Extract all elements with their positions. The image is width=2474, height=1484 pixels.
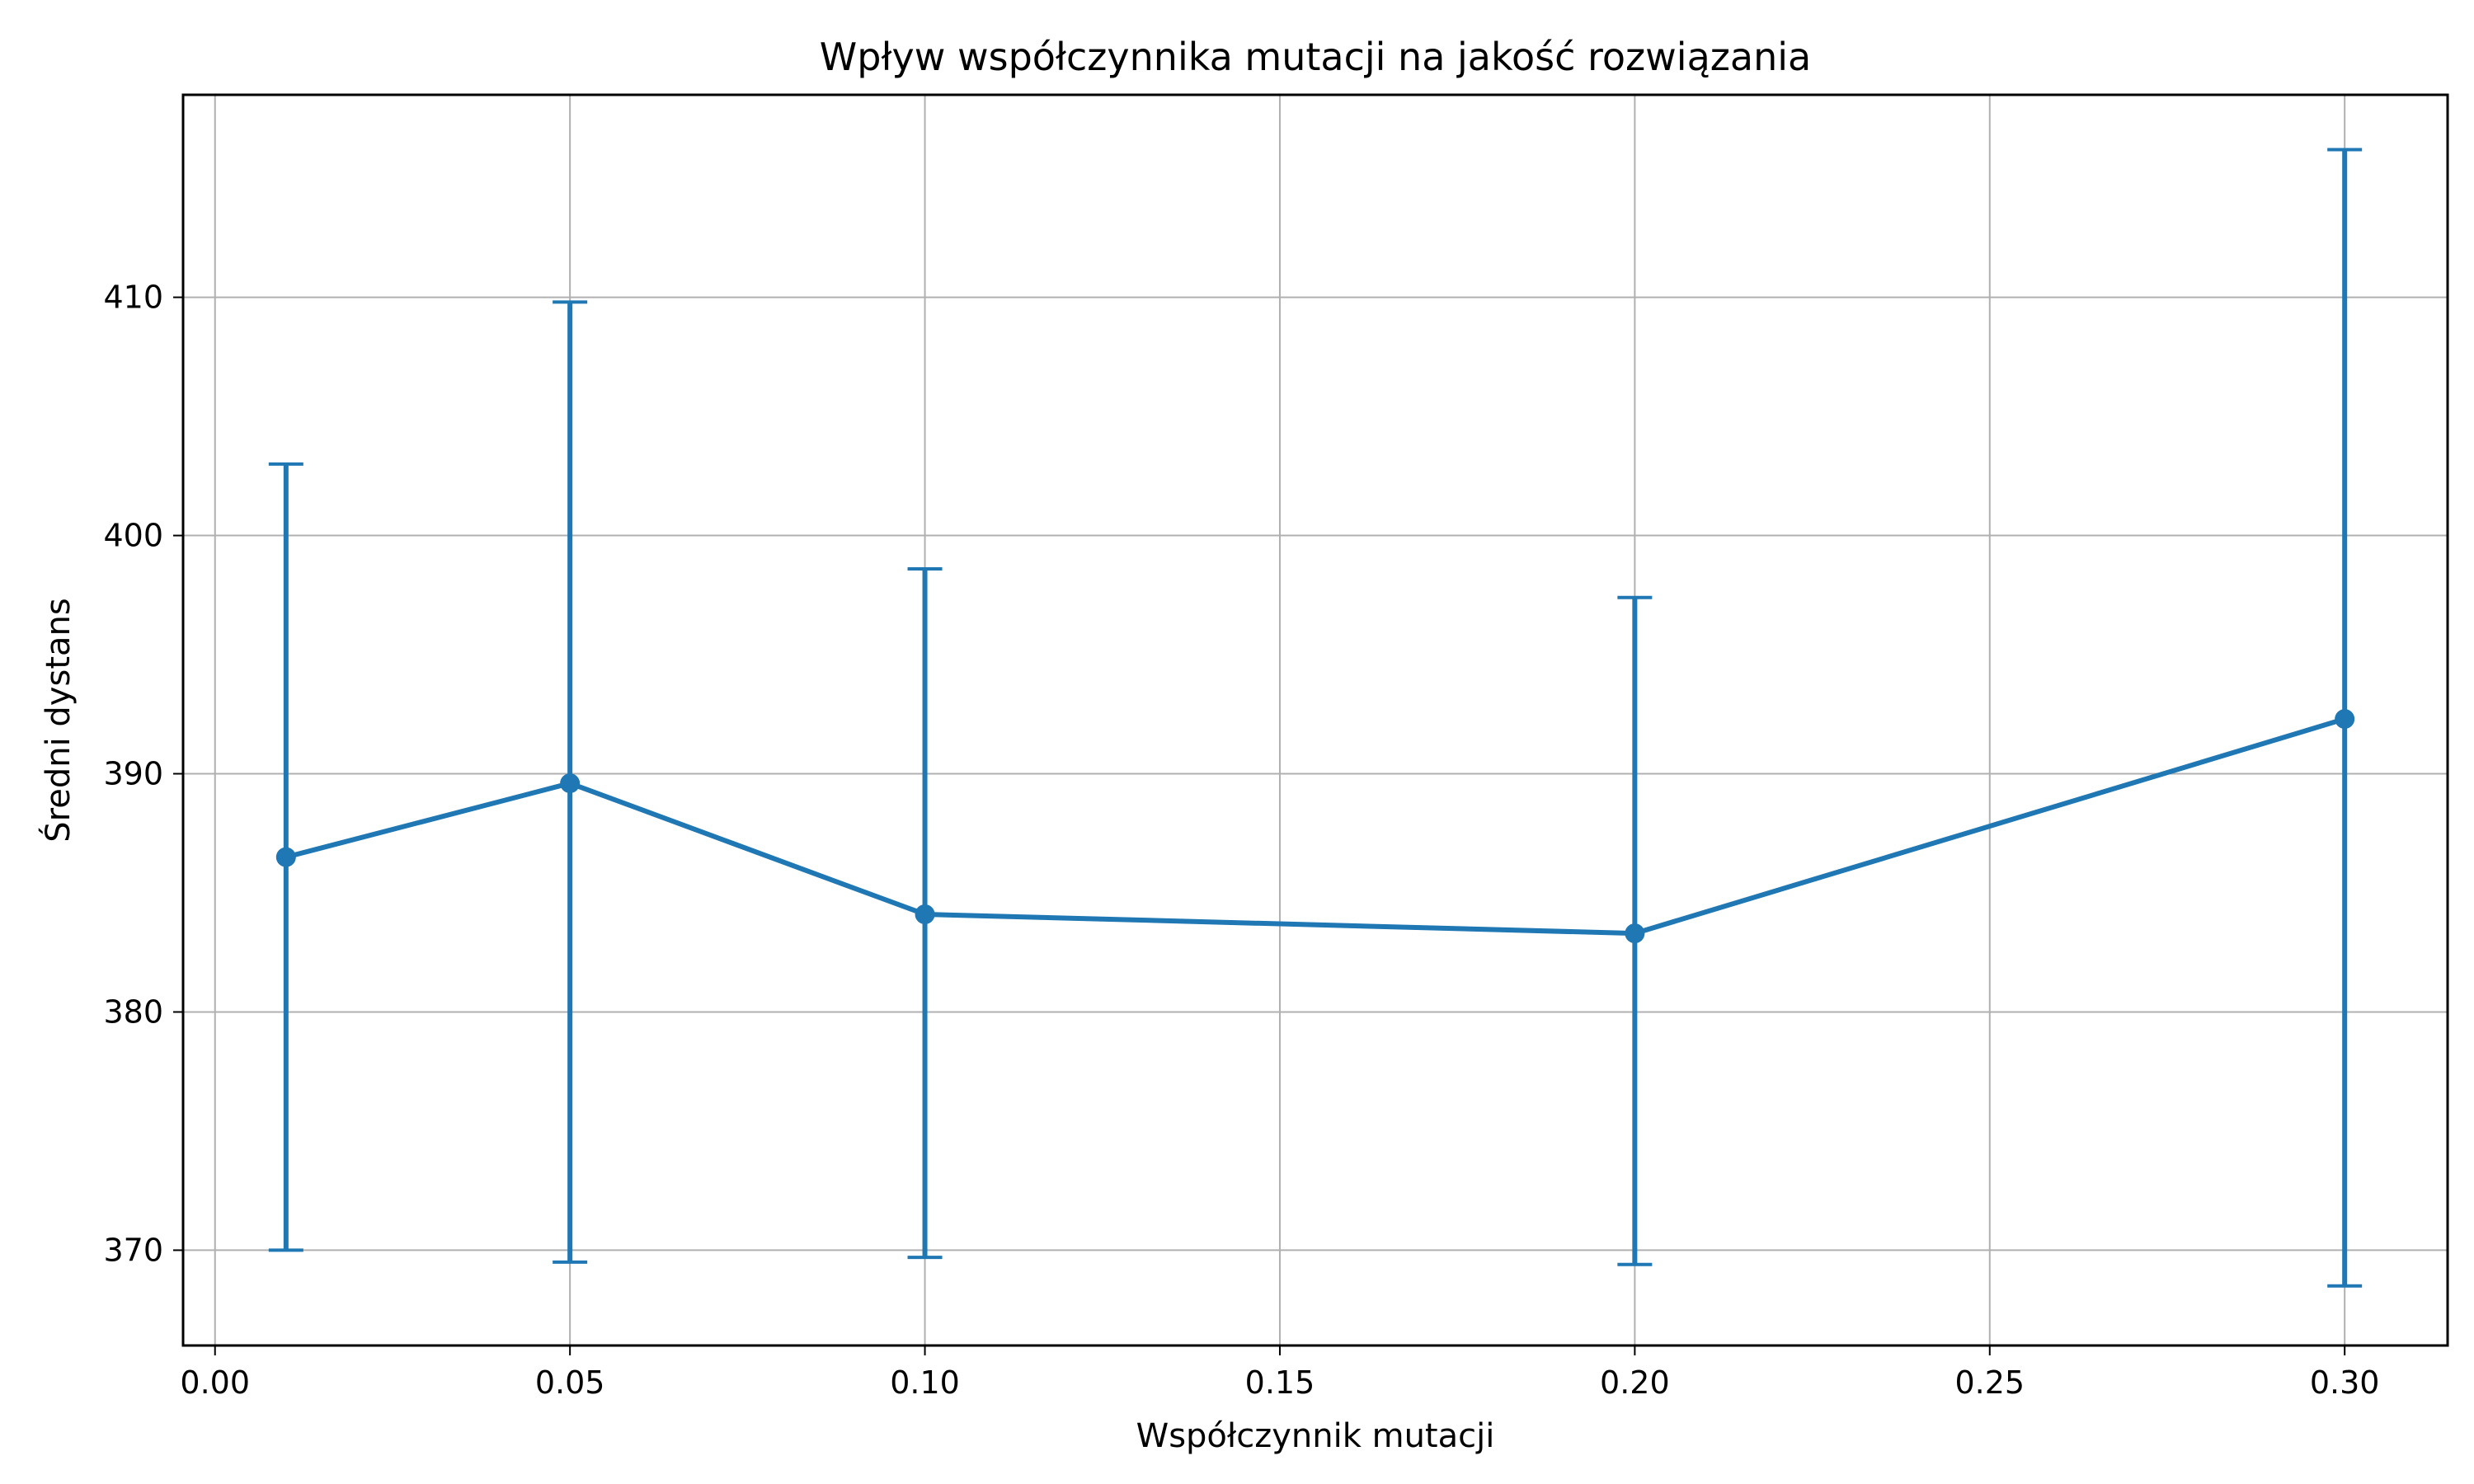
y-tick-label: 400 xyxy=(103,518,163,554)
y-tick-label: 370 xyxy=(103,1232,163,1268)
y-axis-label: Średni dystans xyxy=(38,598,78,842)
x-tick-label: 0.00 xyxy=(180,1364,250,1401)
x-tick-label: 0.25 xyxy=(1954,1364,2025,1401)
plot-frame xyxy=(181,93,2449,1347)
x-axis-label: Współczynnik mutacji xyxy=(1136,1417,1495,1455)
y-tick-label: 390 xyxy=(103,756,163,792)
x-tick-label: 0.20 xyxy=(1600,1364,1670,1401)
y-tick-label: 410 xyxy=(103,279,163,316)
axes-ticks: 0.00 0.05 0.10 0.15 0.20 0.25 0.30 370 380 390 400… xyxy=(103,279,2379,1401)
y-tick-label: 380 xyxy=(103,993,163,1030)
data-point xyxy=(1625,923,1645,944)
chart-title: Wpływ współczynnika mutacji na jakość ro… xyxy=(820,35,1811,79)
plot-area xyxy=(268,148,2363,1288)
x-tick-label: 0.05 xyxy=(535,1364,605,1401)
x-tick-label: 0.30 xyxy=(2310,1364,2380,1401)
x-tick-label: 0.10 xyxy=(890,1364,960,1401)
x-tick-label: 0.15 xyxy=(1245,1364,1315,1401)
data-point xyxy=(2335,709,2355,730)
data-point xyxy=(915,904,935,924)
data-point xyxy=(560,773,581,794)
data-point xyxy=(275,847,296,867)
